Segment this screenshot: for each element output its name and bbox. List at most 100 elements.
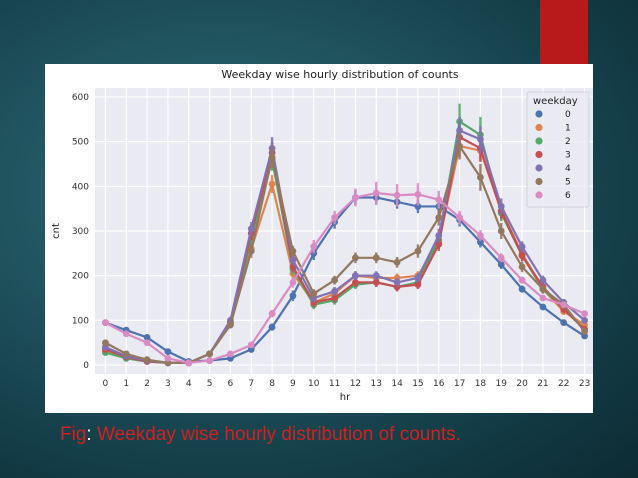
data-point [143,333,151,341]
data-point [560,301,568,309]
data-point [331,287,338,295]
data-point [268,180,276,188]
legend-label: 5 [565,178,571,188]
data-point [164,348,172,356]
x-tick-label: 10 [308,379,320,389]
data-point [352,254,359,262]
data-point [268,323,276,331]
y-tick-label: 300 [72,227,89,237]
data-point [518,276,526,284]
data-point [227,321,234,329]
x-tick-label: 7 [248,379,254,389]
legend-title: weekday [533,96,578,107]
data-point [414,203,422,210]
data-point [247,247,255,255]
data-point [289,256,297,264]
legend-items: 0 1 2 3 4 5 6 [535,110,571,201]
data-point [581,310,588,318]
data-point [122,330,130,338]
x-tick-label: 11 [329,379,340,389]
series-line [104,191,586,364]
chart-title: Weekday wise hourly distribution of coun… [221,68,458,81]
data-point [435,214,443,221]
legend-marker [535,110,543,118]
data-point [581,316,588,324]
data-point [477,238,484,246]
caption-prefix: Fig [60,424,87,445]
data-point [518,263,526,271]
legend-label: 6 [565,191,571,201]
data-point [289,247,297,255]
x-tick-label: 13 [371,379,382,389]
data-point [372,272,380,280]
data-point [310,290,318,297]
legend-label: 1 [565,124,571,134]
legend-marker [535,191,543,199]
data-point [352,278,359,286]
data-point [518,252,526,259]
x-tick-label: 0 [103,379,109,389]
accent-red-rectangle [540,0,588,64]
data-point [497,227,505,235]
data-point [331,294,338,302]
caption-text: Weekday wise hourly distribution of coun… [91,424,461,445]
y-tick-label: 200 [72,272,89,282]
data-point [102,339,109,347]
data-point [331,214,338,221]
data-point [227,350,234,358]
x-tick-label: 18 [475,379,487,389]
data-point [393,278,401,286]
data-point [477,173,484,181]
data-point [414,190,422,198]
y-tick-labels: 0 100 200 300 400 500 600 [72,93,89,371]
x-axis-label: hr [340,392,351,403]
y-axis-label: cnt [51,223,62,239]
data-point [456,127,463,134]
data-point [560,319,568,327]
data-point [268,310,276,318]
data-point [372,189,380,197]
data-point [102,319,109,327]
legend-marker [535,164,543,172]
data-point [435,232,443,239]
legend-label: 3 [565,151,571,161]
data-point [122,350,130,358]
legend-label: 0 [565,110,571,120]
data-point [372,254,380,262]
data-point [539,276,547,284]
data-point [143,356,151,364]
x-tick-label: 16 [433,379,445,389]
data-point [456,214,463,221]
x-tick-label: 5 [207,379,213,389]
x-tick-label: 9 [290,379,296,389]
series-line [105,196,586,363]
x-tick-label: 14 [391,379,403,389]
data-point [206,350,213,358]
y-tick-label: 100 [72,316,89,326]
legend-marker [535,177,543,186]
data-point [247,341,255,349]
x-tick-label: 1 [123,379,129,389]
x-tick-label: 8 [269,379,275,389]
data-point [185,359,193,367]
data-point [289,292,297,300]
legend-marker [535,137,543,145]
data-point [352,194,359,201]
data-point [414,281,422,289]
x-tick-label: 22 [558,379,569,389]
x-tick-labels: 0 1 2 3 4 5 6 7 8 9 10 11 12 13 14 15 16 17 18 19 20 21 22 23 [103,379,591,389]
data-point [497,261,505,268]
legend-label: 2 [565,137,571,147]
data-point [331,276,338,284]
x-tick-label: 19 [496,379,508,389]
data-point [352,272,359,280]
chart-figure: Weekday wise hourly distribution of coun… [45,64,593,413]
data-point [393,258,401,266]
y-tick-label: 400 [72,182,89,192]
x-tick-label: 2 [144,379,150,389]
data-point [310,243,318,251]
legend-label: 4 [565,164,571,174]
y-tick-label: 500 [72,138,89,148]
x-tick-label: 6 [228,379,234,389]
x-tick-label: 15 [412,379,423,389]
